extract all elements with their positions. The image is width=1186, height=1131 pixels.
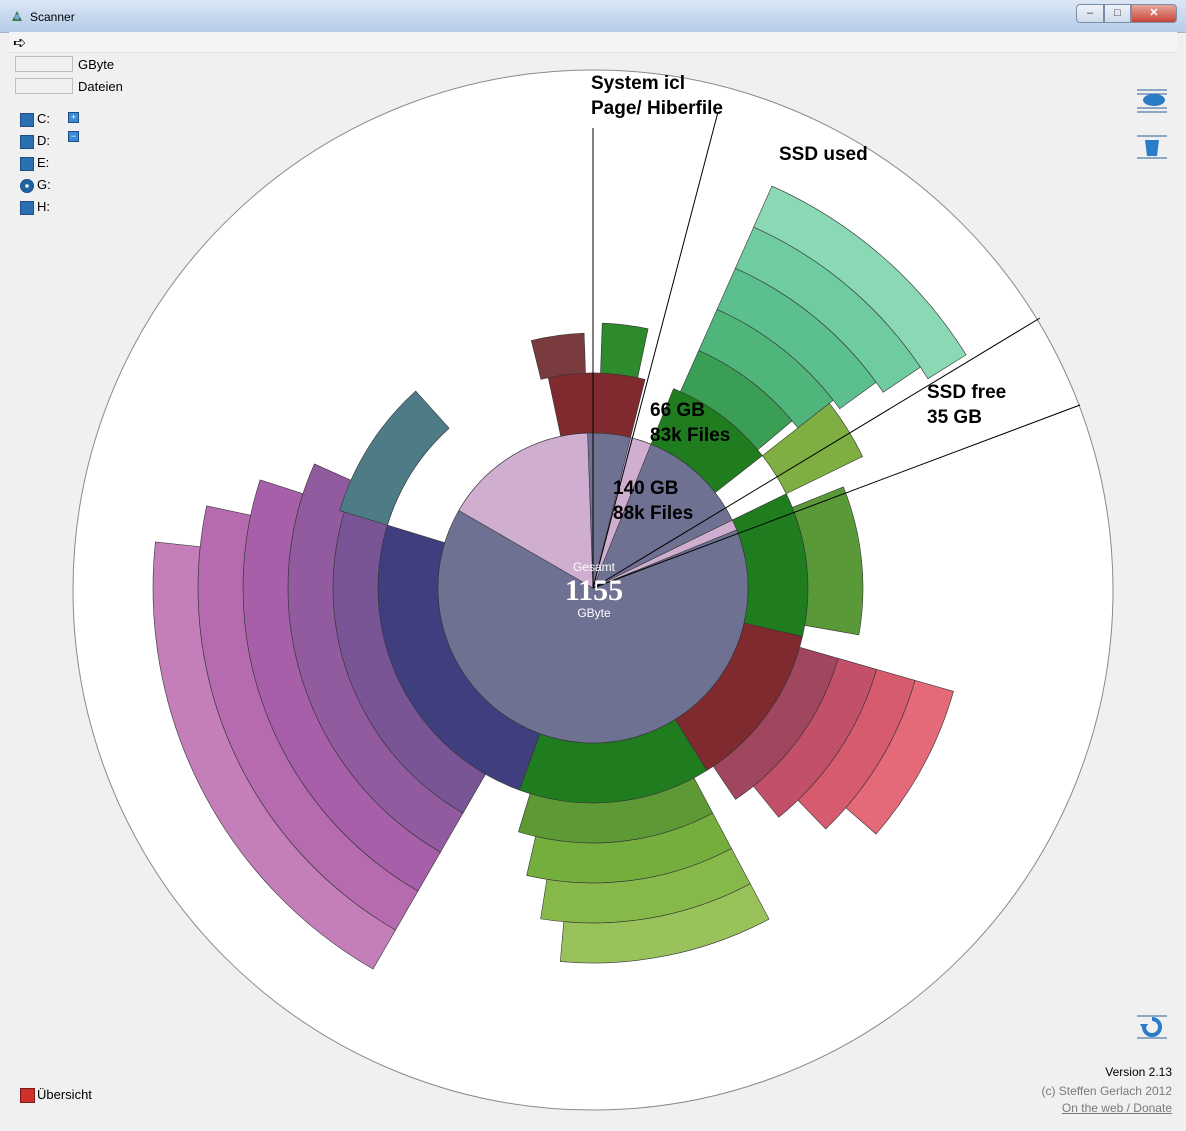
drive-g-label: G: xyxy=(37,177,51,192)
files-field xyxy=(15,78,73,94)
files-label: Dateien xyxy=(78,79,123,94)
pink-wedge-small[interactable] xyxy=(592,437,652,589)
pink-wedge-large[interactable] xyxy=(458,432,594,589)
close-button[interactable]: ✕ xyxy=(1131,4,1177,23)
annotation-total-files: 88k Files xyxy=(613,503,693,524)
drive-e-label: E: xyxy=(37,155,50,170)
segment-green-ring[interactable] xyxy=(559,883,770,964)
segment-purple[interactable] xyxy=(152,541,396,970)
expand-plus-button[interactable]: + xyxy=(68,112,79,123)
drive-d[interactable]: D: xyxy=(20,133,50,150)
sunburst-segments[interactable] xyxy=(152,185,967,970)
window-title: Scanner xyxy=(30,10,75,24)
center-unit: GByte xyxy=(577,606,611,620)
annotation-used-files: 83k Files xyxy=(650,425,730,446)
gbyte-field xyxy=(15,56,73,72)
gbyte-label: GByte xyxy=(78,57,115,72)
hard-drive-icon xyxy=(20,156,34,171)
drive-c[interactable]: C: xyxy=(20,111,50,128)
app-icon xyxy=(12,11,22,21)
drive-h[interactable]: H: xyxy=(20,199,50,216)
annotation-lines xyxy=(592,111,1081,589)
annotation-system-line2: Page/ Hiberfile xyxy=(591,98,723,119)
bucket-icon[interactable] xyxy=(1137,132,1167,162)
arrow-right-icon[interactable]: ➪ xyxy=(13,35,27,52)
annotation-system-line1: System icl xyxy=(591,73,685,94)
overview-icon xyxy=(20,1088,35,1104)
pink-wedge-thin[interactable] xyxy=(592,519,738,589)
drive-d-label: D: xyxy=(37,133,50,148)
toolbar: ➪ xyxy=(9,32,1177,53)
overview-label: Übersicht xyxy=(37,1087,92,1102)
maximize-button[interactable]: □ xyxy=(1104,4,1131,23)
eraser-icon[interactable] xyxy=(1137,86,1167,116)
title-bar[interactable]: Scanner – □ ✕ xyxy=(0,0,1186,33)
cd-drive-icon xyxy=(20,178,34,193)
segment-lime-right[interactable] xyxy=(791,486,864,636)
hard-drive-icon xyxy=(20,134,34,149)
annotation-ssd-free-line2: 35 GB xyxy=(927,407,982,428)
hard-drive-icon xyxy=(20,200,34,215)
overview-button[interactable]: Übersicht xyxy=(20,1087,92,1104)
refresh-icon[interactable] xyxy=(1137,1012,1167,1042)
hard-drive-icon xyxy=(20,112,34,127)
drive-g[interactable]: G: xyxy=(20,177,51,194)
center-label: Gesamt xyxy=(573,560,616,574)
web-donate-link[interactable]: On the web / Donate xyxy=(1061,1101,1172,1115)
copyright-label: (c) Steffen Gerlach 2012 xyxy=(1041,1084,1172,1098)
segment-olive[interactable] xyxy=(762,402,864,495)
drive-e[interactable]: E: xyxy=(20,155,49,172)
center-value: 1155 xyxy=(565,574,623,607)
segment-red-top[interactable] xyxy=(547,372,646,438)
annotation-used-size: 66 GB xyxy=(650,400,705,421)
drive-h-label: H: xyxy=(37,199,50,214)
collapse-minus-button[interactable]: − xyxy=(68,131,79,142)
segment-teal[interactable] xyxy=(339,390,450,526)
segment-top-red[interactable] xyxy=(530,332,586,380)
segment-red-ring[interactable] xyxy=(845,679,954,835)
drive-c-label: C: xyxy=(37,111,50,126)
annotation-ssd-used: SSD used xyxy=(779,144,868,165)
version-label: Version 2.13 xyxy=(1105,1065,1172,1079)
annotation-total-size: 140 GB xyxy=(613,478,678,499)
segment-top-green[interactable] xyxy=(600,322,649,379)
segment-ssd-ring[interactable] xyxy=(753,185,967,380)
minimize-button[interactable]: – xyxy=(1076,4,1104,23)
annotation-ssd-free-line1: SSD free xyxy=(927,382,1006,403)
